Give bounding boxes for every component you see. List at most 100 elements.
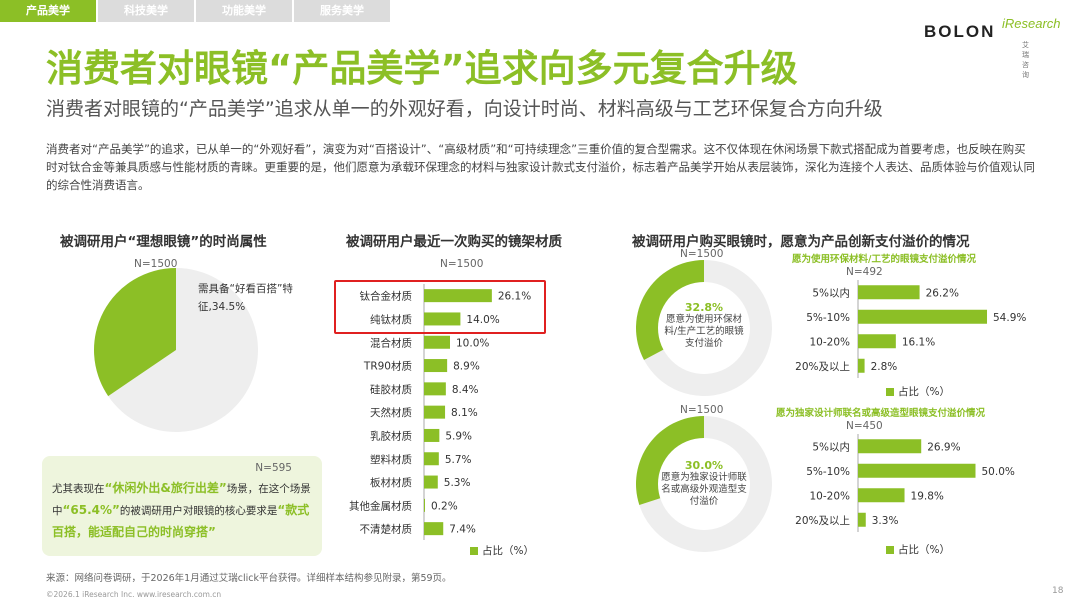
bar xyxy=(858,512,866,527)
value-label: 26.9% xyxy=(927,441,960,453)
left-chart-title: 被调研用户“理想眼镜”的时尚属性 xyxy=(60,234,267,250)
design-bars-n: N=450 xyxy=(846,420,883,432)
mid-chart-title: 被调研用户最近一次购买的镜架材质 xyxy=(346,234,562,250)
left-chart-n: N=1500 xyxy=(134,258,178,270)
highlight-note-box: N=595 尤其表现在“休闲外出&旅行出差”场景，在这个场景中“65.4%”的被… xyxy=(42,456,322,556)
value-label: 3.3% xyxy=(872,515,899,527)
legend-swatch xyxy=(886,388,894,396)
pie-slice-rest xyxy=(108,268,258,432)
value-label: 50.0% xyxy=(982,466,1015,478)
value-label: 0.2% xyxy=(431,500,458,512)
category-label: 10-20% xyxy=(810,336,851,348)
value-label: 8.4% xyxy=(452,384,479,396)
design-bars-subhead: 愿为独家设计师联名或高级造型眼镜支付溢价情况 xyxy=(776,408,986,419)
category-label: 不清楚材质 xyxy=(360,523,413,536)
bar xyxy=(424,382,446,396)
category-label: 5%以内 xyxy=(812,286,850,299)
category-label: 5%-10% xyxy=(806,312,850,324)
tab-service-aesthetics[interactable]: 服务美学 xyxy=(294,0,390,22)
bar xyxy=(424,335,450,349)
frame-material-bar-chart: 钛合金材质 26.1% 纯钛材质 14.0% 混合材质 10.0% TR90材质 8.9% 硅胶… xyxy=(349,284,531,540)
note-highlight1: “休闲外出&旅行出差” xyxy=(104,481,227,495)
legend-swatch xyxy=(886,546,894,554)
left-pie-chart xyxy=(94,268,258,432)
design-legend-text: 占比（%） xyxy=(898,544,950,556)
tab-tech-aesthetics[interactable]: 科技美学 xyxy=(98,0,194,22)
bar xyxy=(424,359,448,373)
bar xyxy=(858,488,905,503)
value-label: 54.9% xyxy=(993,312,1026,324)
bolon-logo-text: BOLON xyxy=(924,22,996,41)
bar xyxy=(424,475,438,489)
iresearch-logo-cn: 艾 瑞 咨 询 xyxy=(1022,41,1032,79)
bar xyxy=(424,498,425,512)
design-legend: 占比（%） xyxy=(886,542,950,557)
tab-function-aesthetics[interactable]: 功能美学 xyxy=(196,0,292,22)
eco-donut-pct: 32.8% xyxy=(684,301,724,314)
category-label: 混合材质 xyxy=(370,336,412,349)
design-donut-pct: 30.0% xyxy=(684,459,724,472)
donut-hole xyxy=(658,282,750,374)
category-label: TR90材质 xyxy=(363,360,412,373)
bar xyxy=(858,358,865,373)
category-label: 纯钛材质 xyxy=(370,313,412,326)
value-label: 16.1% xyxy=(902,336,935,348)
bar xyxy=(424,405,446,419)
value-label: 8.9% xyxy=(453,361,480,373)
eco-bars-n: N=492 xyxy=(846,266,883,278)
note-part3: 的被调研用户对眼镜的核心要求是 xyxy=(119,505,278,517)
bar xyxy=(424,428,440,442)
highlight-redbox xyxy=(334,280,546,334)
category-label: 5%以内 xyxy=(812,440,850,453)
bar xyxy=(858,439,922,454)
bar xyxy=(858,309,988,324)
source-note: 来源：网络问卷调研，于2026年1月通过艾瑞click平台获得。详细样本结构参见… xyxy=(46,573,452,584)
category-label: 其他金属材质 xyxy=(349,499,412,512)
bar xyxy=(424,312,461,326)
note-highlight3: “款式百搭，能适配自己的时尚穿搭” xyxy=(52,503,310,539)
bar xyxy=(424,289,492,303)
category-label: 20%及以上 xyxy=(795,361,850,373)
bar xyxy=(424,522,444,536)
value-label: 8.1% xyxy=(451,407,478,419)
right-top-pie-n: N=1500 xyxy=(680,248,724,260)
mid-legend: 占比（%） xyxy=(470,543,534,558)
value-label: 5.3% xyxy=(444,477,471,489)
design-premium-donut xyxy=(636,416,772,552)
value-label: 7.4% xyxy=(449,524,476,536)
mid-chart-n: N=1500 xyxy=(440,258,484,270)
tab-product-aesthetics[interactable]: 产品美学 xyxy=(0,0,96,22)
value-label: 26.2% xyxy=(926,287,959,299)
section-tabs: 产品美学 科技美学 功能美学 服务美学 xyxy=(0,0,392,22)
pie-slice-stylish xyxy=(94,268,176,397)
page-title: 消费者对眼镜“产品美学”追求向多元复合升级 xyxy=(46,47,798,90)
iresearch-logo-text: iResearch xyxy=(1002,16,1061,31)
value-label: 10.0% xyxy=(456,337,489,349)
design-donut-text: 愿意为独家设计师联名或高级外观造型支付溢价 xyxy=(661,472,747,507)
note-n: N=595 xyxy=(255,462,292,474)
value-label: 26.1% xyxy=(498,291,531,303)
eco-premium-donut xyxy=(636,260,772,396)
page-number: 18 xyxy=(1052,586,1064,596)
category-label: 天然材质 xyxy=(370,406,412,419)
eco-legend-text: 占比（%） xyxy=(898,386,950,398)
bar xyxy=(858,463,976,478)
eco-donut-text: 愿意为使用环保材料/生产工艺的眼镜支付溢价 xyxy=(664,314,744,349)
page-subtitle: 消费者对眼镜的“产品美学”追求从单一的外观好看，向设计时尚、材料高级与工艺环保复… xyxy=(46,98,883,120)
right-chart-title: 被调研用户购买眼镜时，愿意为产品创新支付溢价的情况 xyxy=(632,234,970,250)
note-text: 尤其表现在“休闲外出&旅行出差”场景，在这个场景中“65.4%”的被调研用户对眼… xyxy=(52,478,316,544)
bar xyxy=(858,334,896,349)
category-label: 20%及以上 xyxy=(795,515,850,527)
category-label: 10-20% xyxy=(810,490,851,502)
category-label: 塑料材质 xyxy=(370,453,412,466)
copyright: ©2026.1 iResearch Inc. www.iresearch.com… xyxy=(46,590,222,599)
design-donut-center: 30.0% 愿意为独家设计师联名或高级外观造型支付溢价 xyxy=(660,460,748,508)
left-pie-label: 需具备“好看百搭”特征,34.5% xyxy=(198,283,293,313)
eco-legend: 占比（%） xyxy=(886,384,950,399)
mid-legend-text: 占比（%） xyxy=(482,545,534,557)
eco-donut-center: 32.8% 愿意为使用环保材料/生产工艺的眼镜支付溢价 xyxy=(660,302,748,350)
right-bottom-pie-n: N=1500 xyxy=(680,404,724,416)
eco-bars-subhead: 愿为使用环保材料/工艺的眼镜支付溢价情况 xyxy=(792,254,976,265)
bar xyxy=(424,452,439,466)
category-label: 乳胶材质 xyxy=(370,429,412,442)
